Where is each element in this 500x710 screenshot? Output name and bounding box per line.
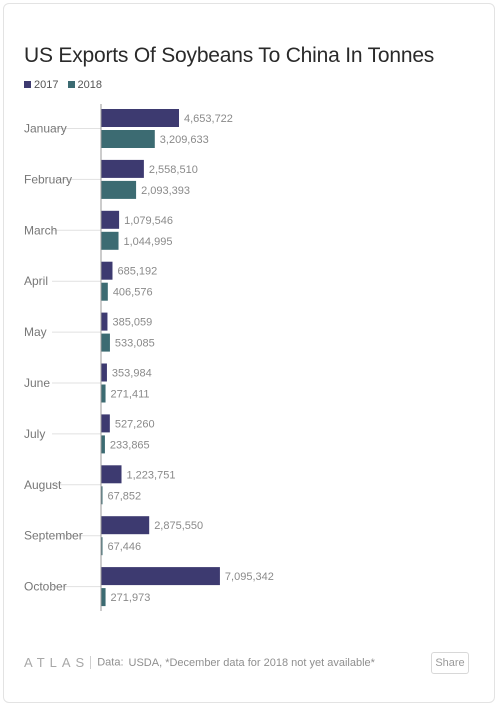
- data-label-april-2017: 685,192: [117, 266, 157, 278]
- data-label-june-2018: 271,411: [111, 389, 150, 401]
- atlas-logo: ATLAS: [24, 655, 90, 670]
- bar-october-2017: [101, 567, 220, 586]
- bar-february-2018: [101, 180, 137, 199]
- category-label-april: April: [24, 274, 48, 288]
- category-label-may: May: [24, 325, 47, 339]
- bar-august-2017: [101, 465, 122, 484]
- bar-march-2018: [101, 231, 119, 250]
- data-label-april-2018: 406,576: [113, 287, 153, 299]
- bar-january-2017: [101, 109, 179, 127]
- bar-may-2018: [101, 333, 110, 352]
- share-button[interactable]: Share: [431, 652, 469, 674]
- source-label: Data:: [97, 656, 124, 669]
- bar-february-2017: [101, 159, 144, 178]
- data-label-february-2017: 2,558,510: [149, 164, 198, 176]
- data-label-may-2018: 533,085: [115, 338, 155, 350]
- chart-title: US Exports Of Soybeans To China In Tonne…: [24, 44, 435, 67]
- category-label-october: October: [24, 580, 67, 594]
- category-label-january: January: [24, 122, 67, 136]
- legend-item-2018: 2018: [67, 79, 103, 91]
- legend-label-2018: 2018: [77, 79, 103, 91]
- source-text: USDA, *December data for 2018 not yet av…: [128, 656, 375, 669]
- data-label-march-2017: 1,079,546: [124, 215, 173, 227]
- category-label-february: February: [24, 172, 72, 186]
- category-label-july: July: [24, 427, 45, 441]
- category-label-august: August: [24, 478, 62, 492]
- bar-may-2017: [101, 312, 108, 331]
- data-label-june-2017: 353,984: [112, 368, 152, 380]
- data-label-august-2018: 67,852: [108, 490, 142, 502]
- category-label-march: March: [24, 223, 57, 237]
- category-label-june: June: [24, 376, 50, 390]
- bar-june-2018: [101, 384, 106, 403]
- bar-april-2018: [101, 282, 108, 301]
- bar-july-2017: [101, 414, 110, 433]
- bar-october-2018: [101, 588, 106, 607]
- data-label-january-2017: 4,653,722: [184, 113, 233, 125]
- data-label-october-2018: 271,973: [111, 592, 151, 604]
- bar-march-2017: [101, 210, 120, 229]
- data-label-september-2018: 67,446: [108, 541, 142, 553]
- data-label-may-2017: 385,059: [112, 317, 152, 329]
- legend-label-2017: 2017: [34, 79, 59, 91]
- legend-swatch-2017: [24, 81, 31, 88]
- footer-divider: [90, 656, 92, 669]
- bar-june-2017: [101, 363, 107, 382]
- data-label-september-2017: 2,875,550: [154, 520, 203, 532]
- bar-september-2017: [101, 516, 150, 535]
- data-label-february-2018: 2,093,393: [141, 185, 190, 197]
- chart-legend: 2017 2018: [24, 79, 108, 91]
- legend-swatch-2018: [67, 81, 75, 88]
- data-label-july-2017: 527,260: [115, 418, 155, 430]
- bar-chart: January 4,653,722 3,209,633 February 2,558,5…: [24, 104, 274, 611]
- bar-january-2018: [101, 130, 155, 148]
- bar-july-2018: [101, 435, 105, 454]
- bar-april-2017: [101, 261, 113, 280]
- data-label-august-2017: 1,223,751: [127, 469, 176, 481]
- data-label-march-2018: 1,044,995: [124, 236, 173, 248]
- data-label-july-2018: 233,865: [110, 439, 150, 451]
- data-label-october-2017: 7,095,342: [225, 571, 274, 583]
- bar-september-2018: [101, 537, 103, 556]
- category-label-september: September: [24, 529, 83, 543]
- data-label-january-2018: 3,209,633: [160, 134, 209, 146]
- legend-item-2017: 2017: [24, 79, 58, 91]
- bar-august-2018: [101, 486, 103, 505]
- chart-footer: ATLAS Data: USDA, *December data for 2018 …: [24, 655, 375, 673]
